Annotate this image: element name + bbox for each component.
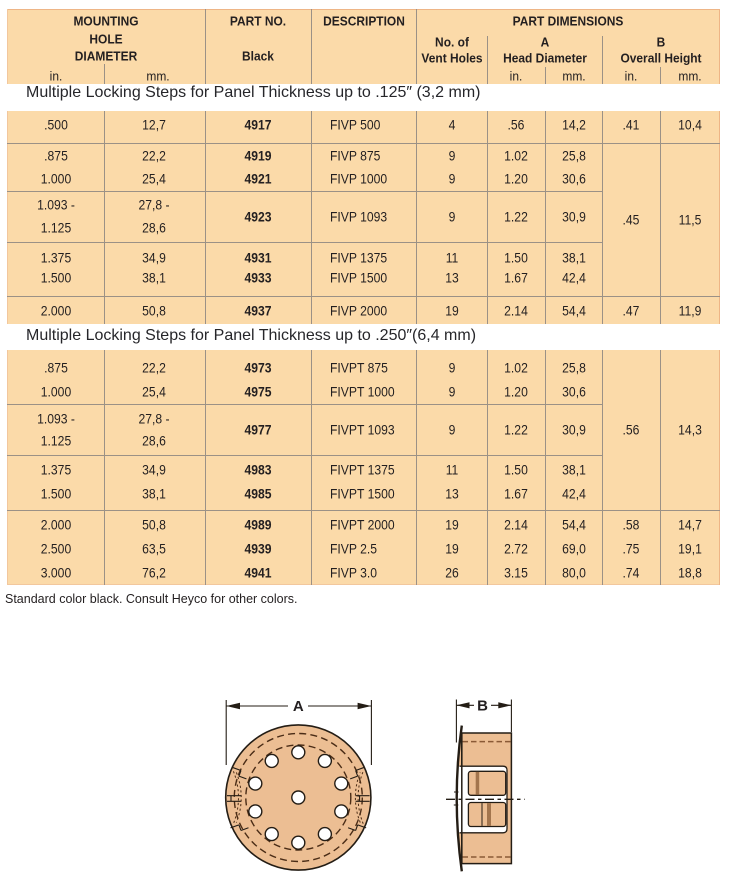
svg-text:B: B xyxy=(477,698,488,715)
svg-text:A: A xyxy=(293,698,304,715)
